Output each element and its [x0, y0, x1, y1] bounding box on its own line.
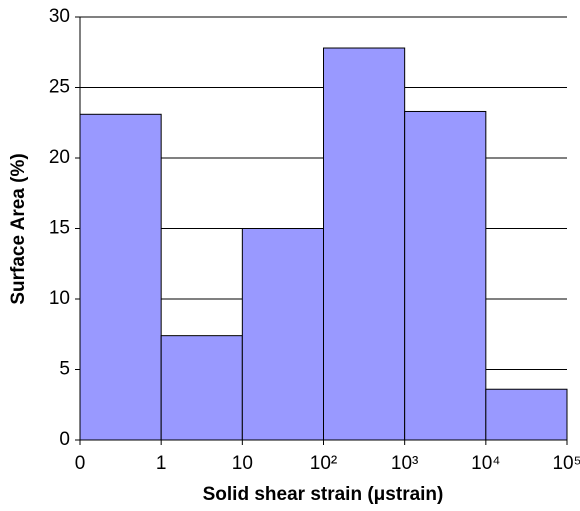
- y-tick-label: 10: [49, 288, 70, 309]
- x-tick-label: 10: [232, 453, 253, 474]
- y-tick-label: 25: [49, 77, 70, 98]
- bar: [160, 335, 243, 441]
- y-tick-label: 30: [49, 6, 70, 27]
- x-tick-label: 10⁴: [471, 453, 500, 474]
- x-axis-label: Solid shear strain (μstrain): [203, 484, 444, 505]
- bar: [404, 110, 487, 441]
- bar: [323, 47, 406, 441]
- x-tick-label: 0: [75, 453, 86, 474]
- y-tick-label: 20: [49, 147, 70, 168]
- x-tick-label: 10³: [391, 453, 418, 474]
- bar: [241, 228, 324, 441]
- y-tick-label: 15: [49, 218, 70, 239]
- x-tick-label: 10²: [310, 453, 337, 474]
- x-tick-label: 10⁵: [552, 453, 580, 474]
- bar: [485, 388, 568, 441]
- y-tick-label: 5: [59, 359, 70, 380]
- y-axis-label: Surface Area (%): [8, 153, 29, 304]
- y-tick-label: 0: [59, 429, 70, 450]
- x-tick-label: 1: [156, 453, 167, 474]
- bar: [79, 113, 162, 441]
